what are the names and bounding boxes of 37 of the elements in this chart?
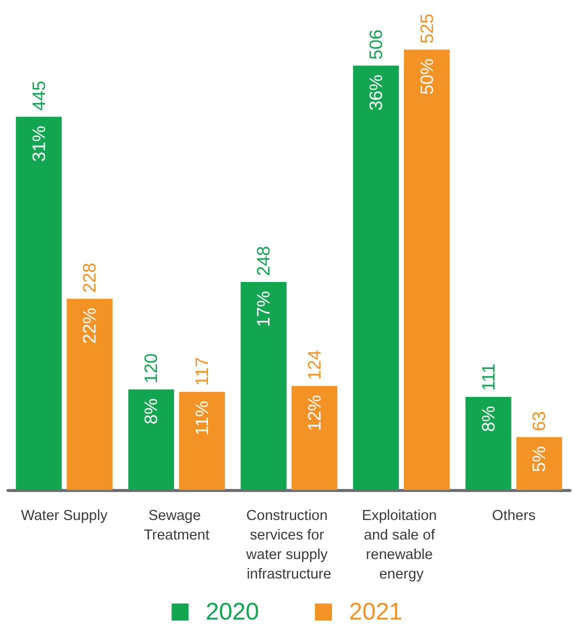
bar (516, 437, 562, 490)
bar (404, 50, 450, 490)
data-label: 111 (478, 364, 498, 391)
data-label: 124 (304, 350, 324, 380)
annotation: 31% (28, 126, 49, 162)
bar (128, 389, 174, 490)
x-tick-label: Exploitation and sale of renewable energy (362, 508, 441, 582)
data-label: 117 (192, 357, 212, 386)
annotation: 8% (141, 398, 162, 424)
data-label: 120 (141, 353, 162, 384)
annotation: 8% (478, 406, 498, 432)
data-label: 525 (416, 14, 437, 44)
bar (353, 66, 399, 490)
data-label: 248 (254, 246, 274, 276)
legend-label: 2021 (349, 598, 402, 626)
bar (465, 396, 512, 490)
data-label: 63 (529, 411, 550, 432)
annotation: 17% (254, 290, 274, 328)
annotation: 50% (416, 58, 437, 95)
data-label: 228 (80, 262, 100, 293)
bar (16, 116, 62, 490)
bar (179, 392, 225, 490)
legend-label: 2020 (206, 598, 259, 626)
data-label: 445 (28, 80, 49, 111)
annotation: 22% (80, 308, 100, 344)
annotation: 11% (192, 400, 212, 436)
annotation: 12% (304, 394, 324, 432)
data-label: 506 (366, 30, 386, 60)
bar (240, 282, 286, 490)
bar (66, 298, 113, 490)
x-tick-label: Others (492, 508, 536, 524)
x-tick-label: Construction services for water supply infrastructure (245, 508, 332, 582)
annotation: 36% (366, 74, 386, 111)
annotation: 5% (529, 446, 550, 472)
x-tick-label: Sewage Treatment (144, 508, 210, 544)
bar (292, 386, 338, 490)
x-tick-label: Water Supply (20, 508, 108, 524)
